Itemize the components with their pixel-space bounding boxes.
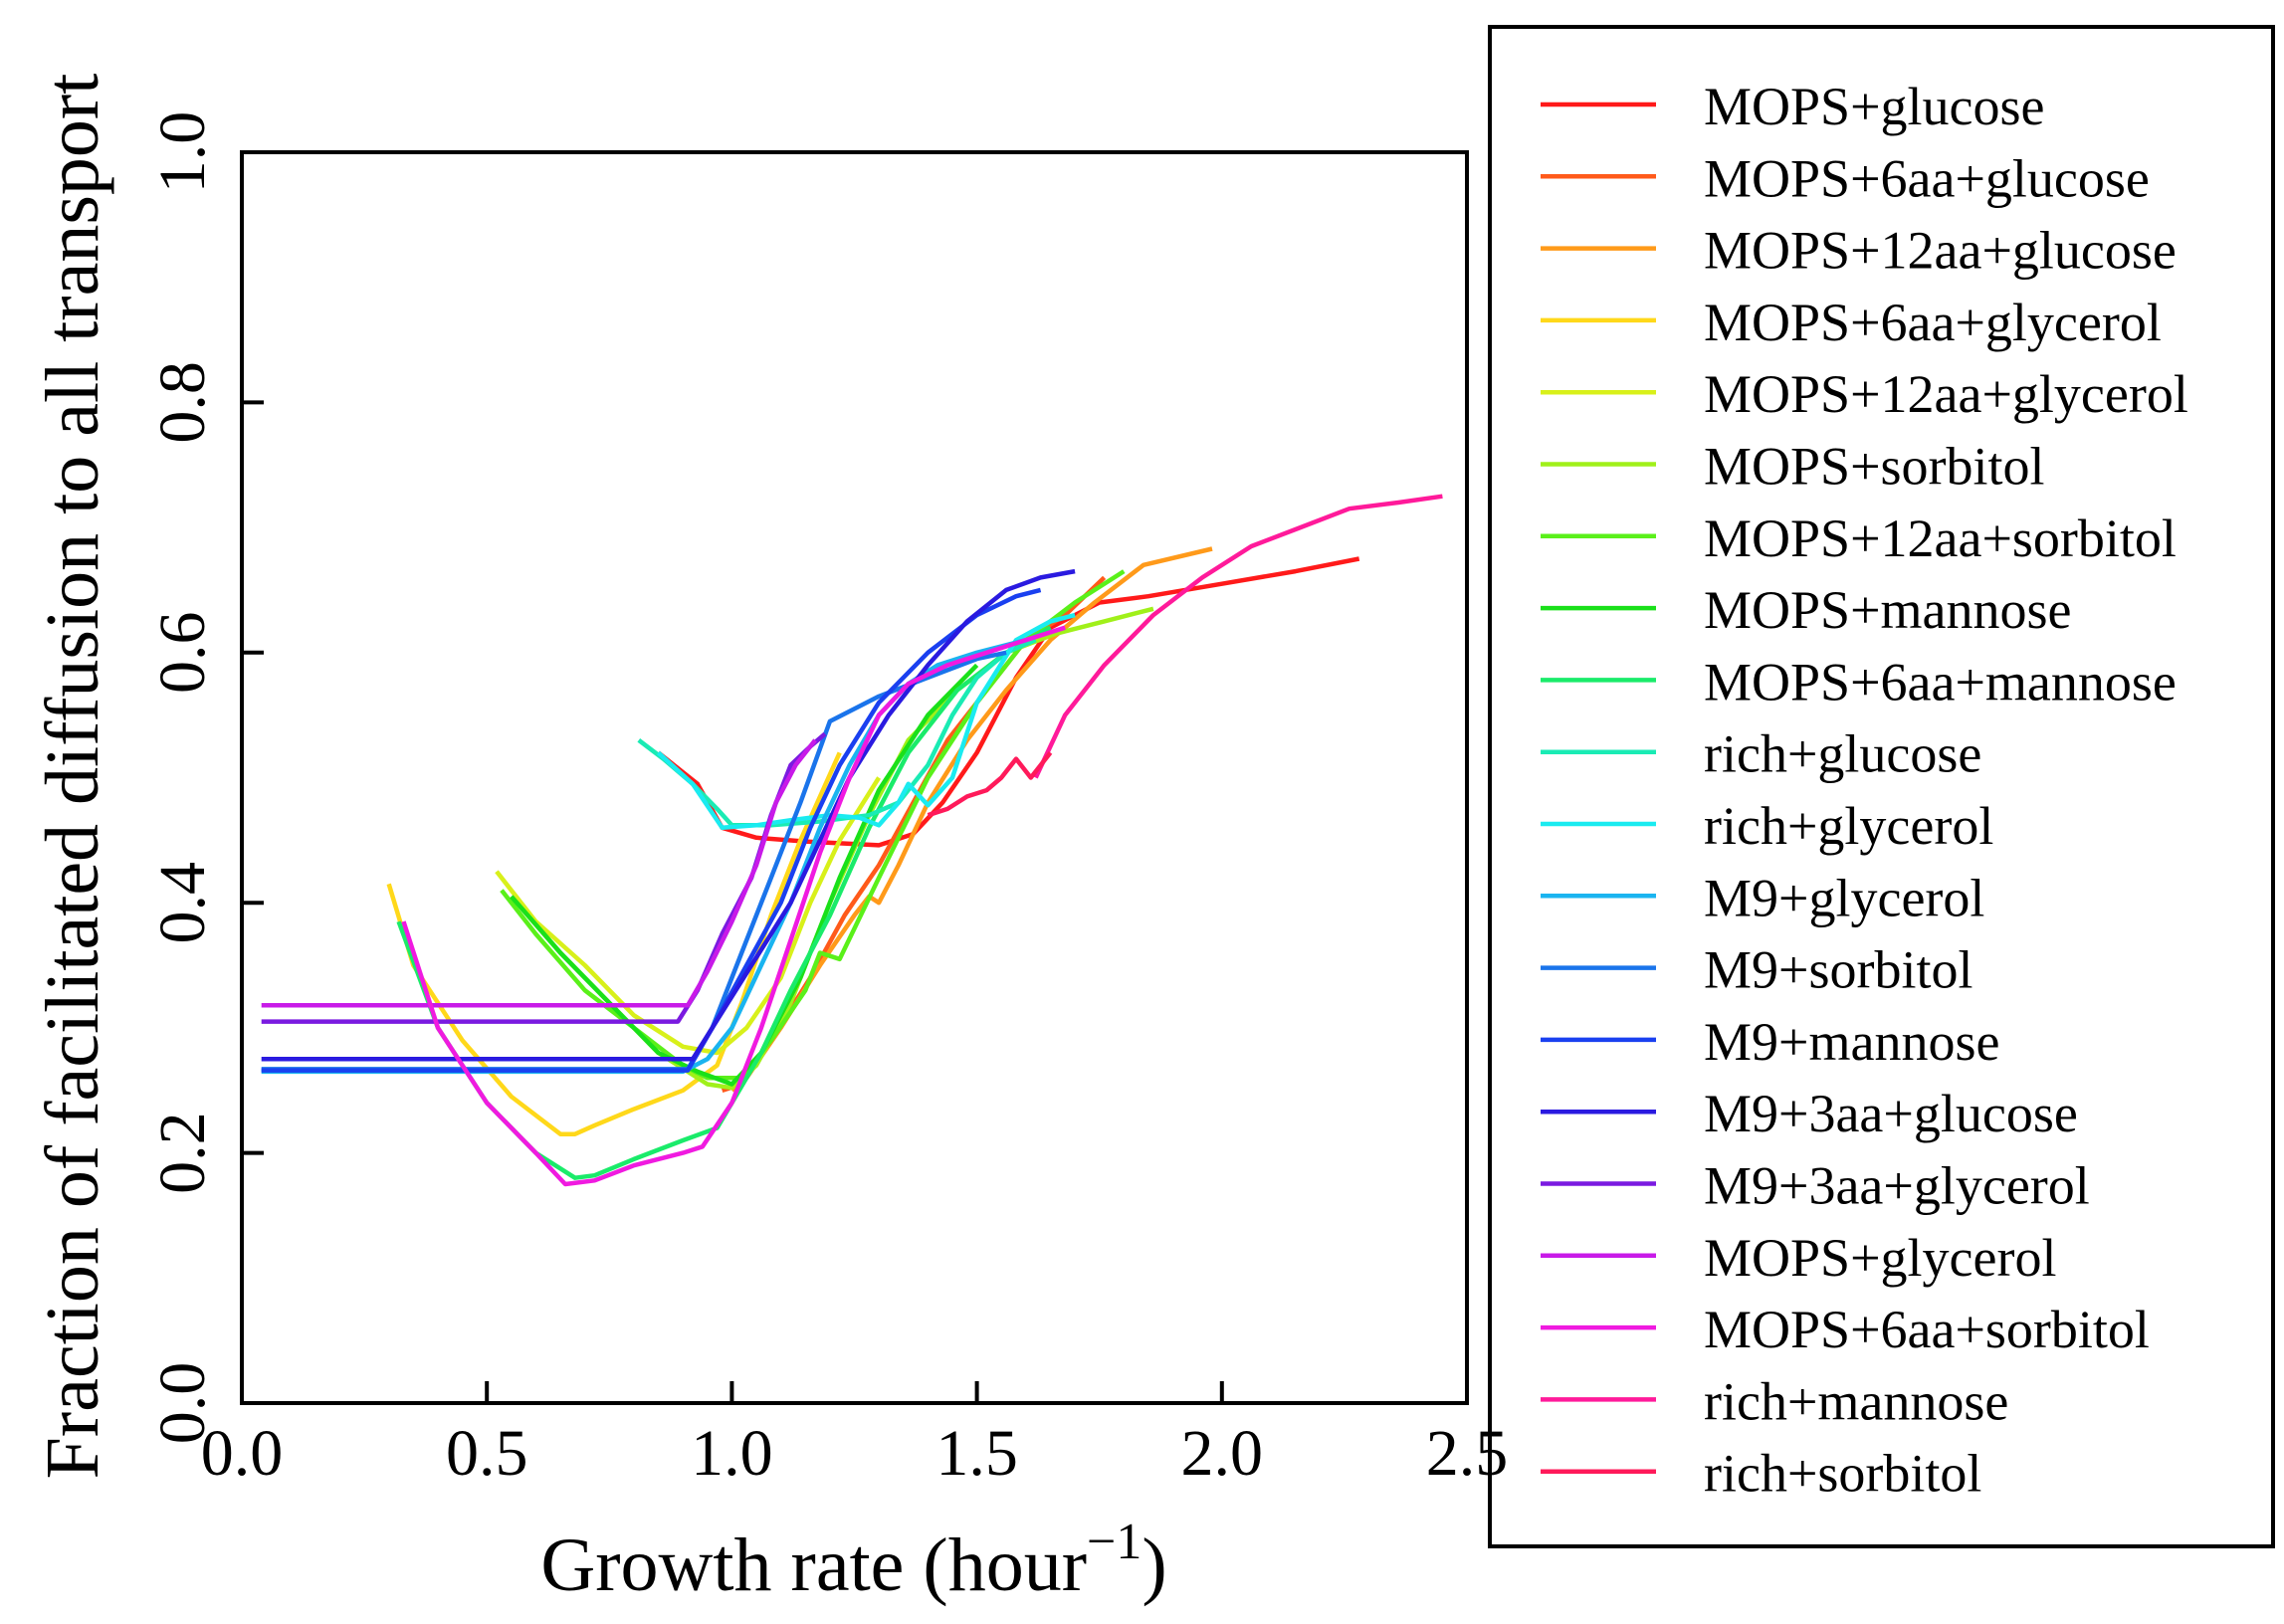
legend-label: MOPS+6aa+glucose (1704, 148, 2150, 208)
series-line-mops-6aa-mannose (396, 625, 1052, 1180)
legend-label: rich+glycerol (1704, 796, 1993, 856)
x-tick-label: 1.5 (935, 1417, 1018, 1490)
legend-label: MOPS+glucose (1704, 77, 2044, 136)
legend-label: MOPS+6aa+sorbitol (1704, 1300, 2150, 1359)
x-tick-label: 1.0 (691, 1417, 773, 1490)
series-line-mops-12aa-glycerol (495, 776, 882, 1056)
series-line-rich-glycerol (656, 612, 1076, 831)
legend-label: M9+sorbitol (1704, 940, 1973, 1000)
legend-label: rich+sorbitol (1704, 1444, 1981, 1504)
series-line-rich-mannose (1033, 494, 1443, 779)
x-axis-title-exponent: −1 (1087, 1514, 1142, 1570)
legend-label: M9+mannose (1704, 1012, 1999, 1072)
series-line-m9-3aa-glucose (261, 568, 1076, 1062)
legend-label: MOPS+12aa+sorbitol (1704, 508, 2177, 568)
legend: MOPS+glucose MOPS+6aa+glucose MOPS+12aa+gl… (1541, 77, 2188, 1504)
legend-frame (1488, 25, 2275, 1548)
legend-label: MOPS+6aa+glycerol (1704, 293, 2162, 352)
x-tick-label: 2.5 (1426, 1417, 1509, 1490)
x-tick-label: 2.0 (1181, 1417, 1264, 1490)
y-tick-label: 0.6 (146, 612, 219, 695)
series-line-mops-6aa-sorbitol (401, 625, 1066, 1187)
legend-label: M9+3aa+glucose (1704, 1084, 2078, 1143)
series-line-mops-12aa-sorbitol (500, 569, 1126, 1081)
y-tick-label: 0.8 (146, 361, 219, 444)
series-line-mops-glycerol (261, 738, 817, 1008)
series-line-mops-glucose (657, 556, 1360, 848)
x-tick-label: 0.0 (201, 1417, 284, 1490)
legend-label: MOPS+glycerol (1704, 1228, 2056, 1288)
series-line-mops-sorbitol (510, 606, 1154, 1091)
y-tick-label: 0.4 (146, 862, 219, 944)
legend-label: rich+mannose (1704, 1371, 2008, 1431)
legend-label: MOPS+sorbitol (1704, 437, 2045, 497)
series-line-rich-sorbitol (927, 751, 1053, 818)
y-tick-label: 0.0 (146, 1362, 219, 1445)
plot-area-frame (240, 150, 1469, 1405)
legend-label: M9+glycerol (1704, 868, 1984, 927)
x-axis-title-text: Growth rate (hour (540, 1523, 1087, 1607)
x-axis-title-close: ) (1142, 1523, 1166, 1607)
axis-layer: 0.0 0.5 1.0 1.5 2.0 2.5 0.0 0.2 0.4 0.6 0.8 1.0 (146, 111, 1508, 1490)
series-layer (261, 494, 1443, 1187)
series-line-m9-glycerol (261, 638, 1027, 1075)
x-tick-label: 0.5 (446, 1417, 528, 1490)
legend-label: M9+3aa+glycerol (1704, 1156, 2090, 1216)
y-tick-label: 0.2 (146, 1112, 219, 1194)
legend-label: MOPS+6aa+mannose (1704, 652, 2177, 711)
y-tick-label: 1.0 (146, 111, 219, 194)
legend-label: MOPS+mannose (1704, 580, 2071, 640)
y-axis-title: Fraction of facilitated diffusion to all… (31, 74, 114, 1480)
x-axis-title: Growth rate (hour−1) (540, 1514, 1166, 1607)
series-line-m9-mannose (261, 587, 1042, 1073)
legend-label: MOPS+12aa+glucose (1704, 221, 2177, 281)
legend-label: MOPS+12aa+glycerol (1704, 364, 2188, 424)
legend-label: rich+glucose (1704, 724, 1981, 784)
